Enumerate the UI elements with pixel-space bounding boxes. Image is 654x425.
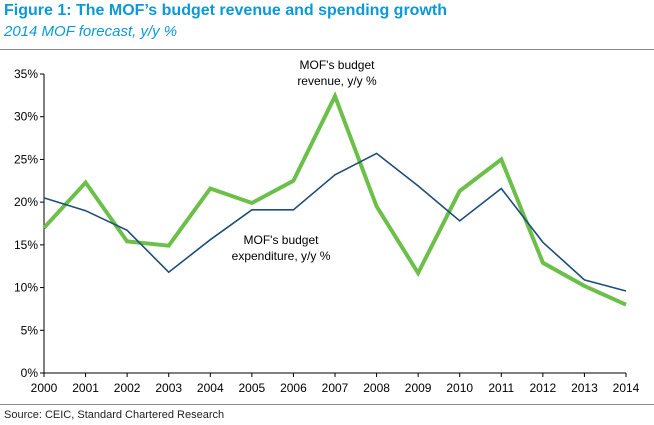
x-tick-label: 2009 bbox=[405, 381, 432, 395]
x-tick-label: 2007 bbox=[322, 381, 349, 395]
annotation-revenue: MOF's budget bbox=[300, 58, 376, 72]
annotation-expenditure: MOF's budget bbox=[244, 233, 320, 247]
x-tick-label: 2014 bbox=[613, 381, 640, 395]
x-axis: 2000 2001 2002 2003 2004 2005 2006 2007 2008 2009… bbox=[31, 372, 640, 395]
x-tick-label: 2010 bbox=[446, 381, 473, 395]
chart-subtitle: 2014 MOF forecast, y/y % bbox=[4, 23, 178, 40]
y-tick-label: 5% bbox=[21, 323, 39, 337]
x-tick-label: 2003 bbox=[155, 381, 182, 395]
x-tick-label: 2011 bbox=[488, 381, 514, 395]
y-tick-label: 0% bbox=[21, 366, 39, 380]
y-tick-label: 35% bbox=[14, 67, 38, 81]
y-tick-label: 15% bbox=[14, 238, 38, 252]
y-tick-label: 25% bbox=[14, 152, 38, 166]
chart-title: Figure 1: The MOF’s budget revenue and s… bbox=[4, 2, 447, 19]
footer-divider bbox=[0, 404, 654, 405]
x-tick-label: 2006 bbox=[280, 381, 307, 395]
y-tick-label: 20% bbox=[14, 195, 38, 209]
x-tick-label: 2012 bbox=[530, 381, 557, 395]
y-tick-label: 10% bbox=[14, 281, 38, 295]
series-line-revenue bbox=[42, 91, 627, 307]
annotation-revenue: revenue, y/y % bbox=[297, 74, 377, 88]
x-tick-label: 2005 bbox=[239, 381, 266, 395]
y-axis: 0% 5% 10% 15% 20% 25% 30% 35% bbox=[14, 67, 45, 380]
y-tick-label: 30% bbox=[14, 110, 38, 124]
series-line-expenditure bbox=[43, 152, 627, 292]
x-tick-label: 2001 bbox=[72, 381, 99, 395]
x-tick-label: 2002 bbox=[114, 381, 141, 395]
x-tick-label: 2000 bbox=[31, 381, 58, 395]
x-tick-label: 2008 bbox=[363, 381, 390, 395]
annotations: MOF's budget revenue, y/y % MOF's budget ex… bbox=[232, 58, 377, 263]
x-tick-label: 2004 bbox=[197, 381, 224, 395]
annotation-expenditure: expenditure, y/y % bbox=[232, 249, 331, 263]
source-note: Source: CEIC, Standard Chartered Researc… bbox=[4, 409, 225, 421]
series-group bbox=[42, 91, 627, 307]
x-tick-label: 2013 bbox=[571, 381, 598, 395]
header-divider bbox=[0, 49, 654, 50]
